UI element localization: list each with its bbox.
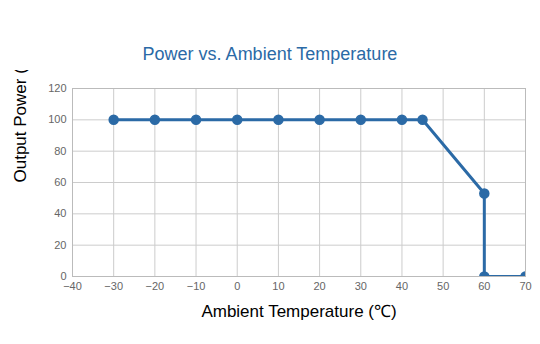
svg-text:50: 50 bbox=[437, 280, 449, 292]
svg-text:60: 60 bbox=[54, 176, 66, 188]
svg-text:10: 10 bbox=[272, 280, 284, 292]
svg-text:40: 40 bbox=[396, 280, 408, 292]
svg-text:70: 70 bbox=[519, 280, 531, 292]
svg-text:−20: −20 bbox=[146, 280, 165, 292]
svg-text:80: 80 bbox=[54, 145, 66, 157]
html-text:Power vs. Ambient Temperature: Power vs. Ambient Temperature bbox=[142, 44, 398, 64]
svg-text:Ambient Temperature (℃): Ambient Temperature (℃) bbox=[201, 302, 396, 321]
svg-text:20: 20 bbox=[313, 280, 325, 292]
svg-text:20: 20 bbox=[54, 239, 66, 251]
svg-text:40: 40 bbox=[54, 207, 66, 219]
svg-text:30: 30 bbox=[355, 280, 367, 292]
svg-text:0: 0 bbox=[60, 270, 66, 282]
svg-text:−40: −40 bbox=[63, 280, 82, 292]
svg-text:100: 100 bbox=[48, 113, 66, 125]
svg-text:−10: −10 bbox=[187, 280, 206, 292]
svg-text:60: 60 bbox=[478, 280, 490, 292]
svg-text:0: 0 bbox=[234, 280, 240, 292]
svg-text:120: 120 bbox=[48, 82, 66, 94]
svg-text:Output Power (%): Output Power (%) bbox=[11, 70, 30, 183]
svg-text:−30: −30 bbox=[104, 280, 123, 292]
